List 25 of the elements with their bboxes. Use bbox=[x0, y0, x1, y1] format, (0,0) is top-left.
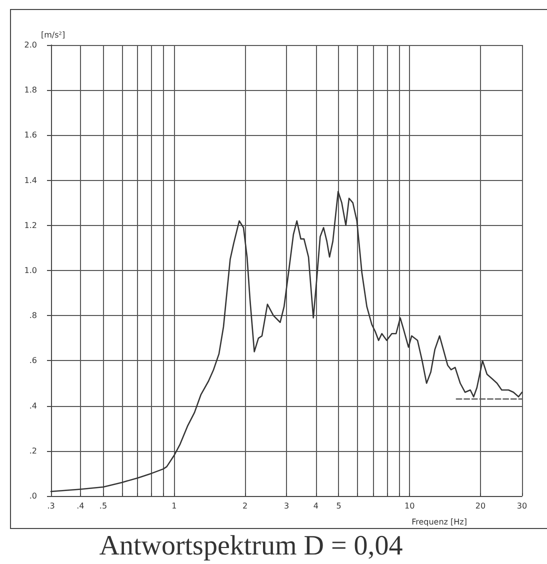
y-tick-label: .0 bbox=[29, 492, 37, 500]
y-tick-label: 1.2 bbox=[24, 220, 37, 230]
y-tick-label: 1.8 bbox=[24, 86, 37, 95]
y-tick-label: .4 bbox=[29, 401, 37, 410]
x-tick-label: .3 bbox=[47, 502, 55, 510]
y-tick-label: 1.4 bbox=[24, 176, 37, 185]
x-tick-label: 30 bbox=[516, 502, 528, 510]
x-tick-label: 3 bbox=[284, 502, 290, 510]
x-tick-label: .4 bbox=[76, 502, 84, 510]
y-tick-label: .6 bbox=[29, 356, 37, 366]
y-tick-label: 1.0 bbox=[24, 266, 37, 275]
y-tick-label: .2 bbox=[29, 446, 37, 456]
x-tick-label: 20 bbox=[475, 502, 486, 510]
text: Antwortspektrum D = 0,04 bbox=[99, 530, 403, 562]
x-tick-label: 4 bbox=[313, 502, 318, 510]
y-tick-label: 1.6 bbox=[24, 130, 37, 140]
y-tick-label: 2.0 bbox=[24, 40, 37, 50]
x-tick-label: 5 bbox=[336, 502, 342, 510]
x-tick-label: 1 bbox=[172, 502, 177, 510]
y-tick-label: .8 bbox=[29, 311, 37, 320]
x-tick-label: 2 bbox=[242, 502, 248, 510]
y-axis-title: [m/s²] bbox=[41, 30, 66, 40]
x-tick-label: 10 bbox=[404, 502, 415, 510]
x-tick-label: .5 bbox=[99, 502, 108, 510]
x-axis-title: Frequenz [Hz] bbox=[412, 518, 467, 526]
